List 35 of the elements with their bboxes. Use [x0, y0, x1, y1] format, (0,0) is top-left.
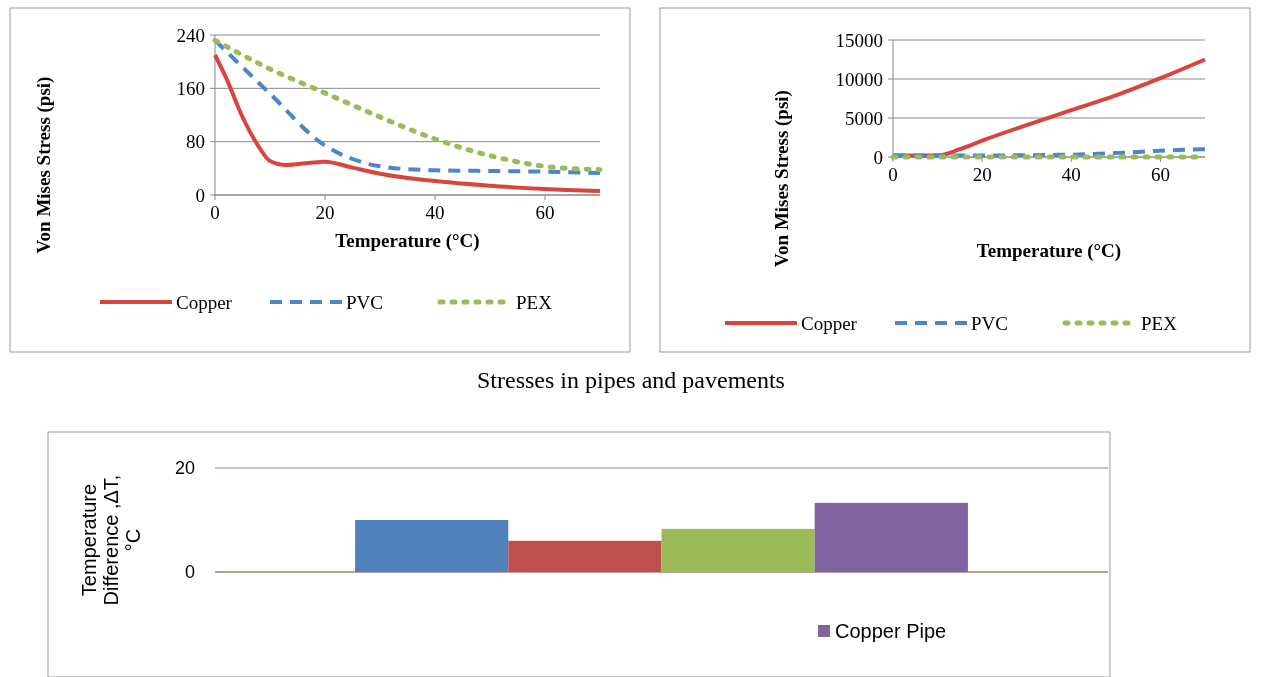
- x-tick-label: 40: [425, 202, 445, 223]
- y-tick-label: 0: [195, 184, 205, 206]
- text: Stresses in pipes and pavements: [477, 367, 785, 393]
- x-tick-label: 0: [210, 202, 220, 223]
- legend-label: PVC: [346, 291, 383, 313]
- bar: [355, 520, 509, 572]
- x-tick-label: 20: [315, 202, 335, 223]
- x-tick-label: 60: [1150, 164, 1170, 185]
- y-axis-title: Von Mises Stress (psi): [771, 90, 793, 267]
- y-tick-label: 240: [176, 24, 205, 46]
- x-tick-label: 40: [1061, 164, 1081, 185]
- y-tick-label: 0: [873, 146, 883, 168]
- bar: [814, 502, 968, 572]
- y-tick-label: 5000: [845, 107, 883, 129]
- y-tick-label: 15000: [835, 29, 883, 51]
- legend-label: Copper Pipe: [835, 620, 947, 642]
- y-tick-label: 160: [176, 77, 205, 99]
- y-tick-label: 80: [186, 131, 205, 153]
- legend-label: Copper: [176, 291, 233, 313]
- y-tick-label: 0: [184, 562, 195, 583]
- y-axis-title: Temperature Difference ,ΔT, °C: [78, 474, 144, 606]
- y-tick-label: 20: [174, 458, 195, 479]
- legend-label: PEX: [516, 291, 553, 313]
- y-tick-label: 10000: [835, 68, 883, 90]
- x-tick-label: 60: [535, 202, 555, 223]
- legend-label: PVC: [971, 312, 1008, 334]
- bar: [508, 540, 662, 572]
- x-axis-title: Temperature (°C): [976, 240, 1122, 262]
- y-axis-title: Von Mises Stress (psi): [33, 76, 55, 254]
- x-tick-label: 0: [888, 164, 898, 185]
- x-axis-title: Temperature (°C): [335, 230, 480, 252]
- legend-label: Copper: [801, 312, 858, 334]
- x-tick-label: 20: [972, 164, 992, 185]
- legend-label: PEX: [1141, 312, 1178, 334]
- bar: [661, 528, 815, 572]
